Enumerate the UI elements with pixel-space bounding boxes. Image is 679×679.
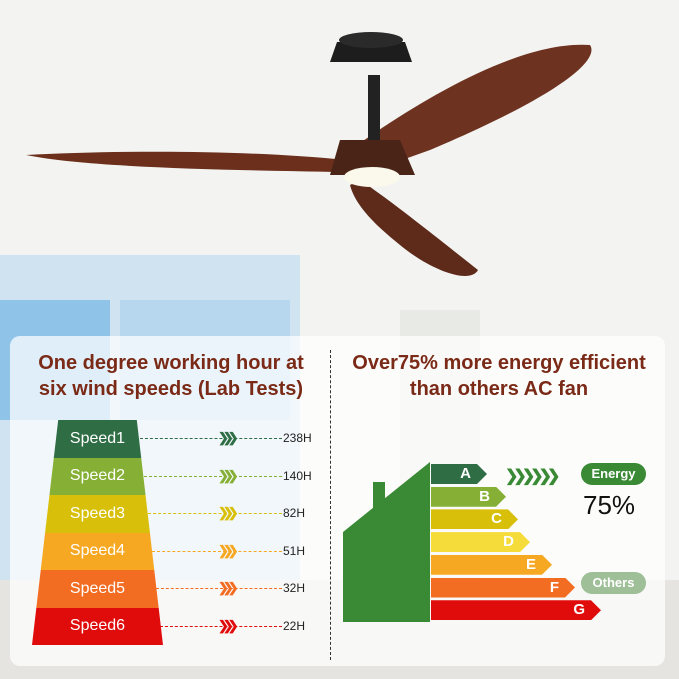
energy-grade-bar: A [431, 464, 487, 484]
arrow-chevrons-icon: ❯❯❯ [218, 617, 239, 633]
title-line-2: than others AC fan [409, 378, 589, 400]
speed-row: Speed2 [32, 457, 163, 495]
title-line-2: six wind speeds (Lab Tests) [38, 378, 304, 400]
energy-grade-bar: F [431, 578, 575, 598]
dashed-connector [148, 513, 282, 514]
dashed-connector [152, 550, 282, 552]
title-line-1: One degree working hour at [38, 352, 304, 374]
arrow-chevrons-icon: ❯❯❯ [218, 542, 239, 558]
speed-hours: 32H [283, 581, 306, 595]
speed-hours: 238H [283, 431, 312, 445]
speed-hours: 22H [283, 618, 306, 633]
energy-grade-bar: D [431, 532, 530, 552]
arrow-chevrons-icon: ❯❯❯ [218, 505, 239, 520]
speed-row: Speed3 [32, 495, 163, 533]
arrow-chevrons-icon: ❯❯❯ [218, 430, 239, 445]
speed-row: Speed6 [32, 607, 163, 645]
speed-row: Speed4 [32, 532, 163, 570]
energy-grade-bar: E [431, 555, 552, 575]
energy-grade-bar: C [431, 509, 518, 529]
others-badge: Others [581, 572, 646, 594]
ceiling-fan [26, 32, 592, 276]
left-panel-title: One degree working hour at six wind spee… [12, 350, 330, 402]
dashed-connector [144, 475, 282, 477]
right-panel-title: Over75% more energy efficient than other… [334, 350, 664, 402]
energy-grade-bar: B [431, 487, 506, 507]
arrow-chevrons-icon: ❯❯❯❯❯❯ [505, 468, 560, 485]
arrow-chevrons-icon: ❯❯❯ [218, 580, 239, 595]
energy-grade-bar: G [431, 600, 601, 620]
energy-badge: Energy [581, 463, 646, 485]
dashed-connector [140, 438, 282, 439]
speed-hours: 82H [283, 506, 306, 520]
arrow-chevrons-icon: ❯❯❯ [218, 467, 239, 483]
house-icon [343, 462, 430, 622]
speed-row: Speed5 [32, 570, 163, 608]
speed-hours: 140H [283, 468, 312, 483]
energy-value: 75% [583, 490, 636, 520]
title-line-1: Over75% more energy efficient [352, 352, 646, 374]
dashed-connector [160, 625, 282, 627]
dashed-connector [156, 588, 282, 589]
speed-hours: 51H [283, 543, 306, 558]
panel-divider [330, 350, 331, 660]
